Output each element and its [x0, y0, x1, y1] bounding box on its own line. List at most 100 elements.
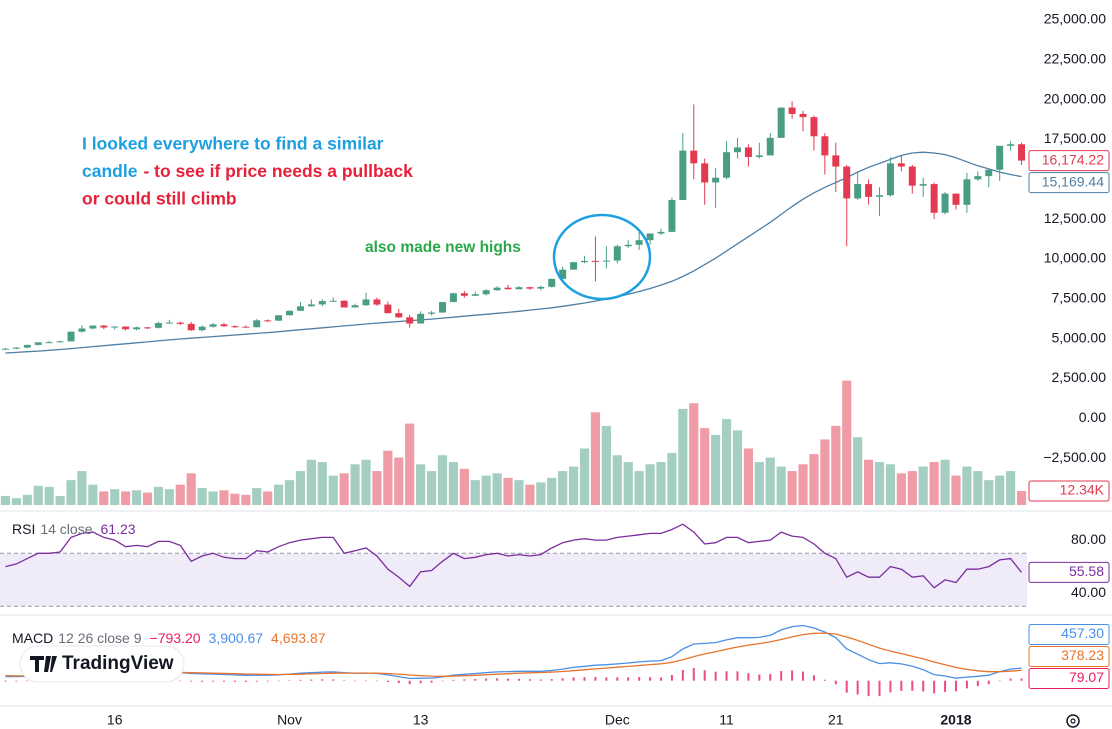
macd-histogram-bar: [15, 680, 18, 682]
volume-layer: [0, 380, 1027, 505]
volume-bar: [263, 491, 273, 505]
settings-icon-center[interactable]: [1070, 718, 1076, 724]
volume-bar: [853, 437, 863, 505]
volume-bar: [579, 448, 590, 505]
candle-body: [930, 184, 938, 213]
candle-body: [613, 246, 621, 261]
y-tick-label: 0.00: [1079, 409, 1106, 425]
macd-label: 457.30: [1061, 625, 1104, 641]
candle-body: [559, 269, 567, 279]
candle-body: [471, 294, 479, 296]
volume-label-box: [1028, 480, 1110, 502]
volume-bar: [186, 473, 196, 505]
y-tick-label: 20,000.00: [1044, 90, 1106, 106]
macd-histogram-bar: [900, 680, 903, 691]
macd-histogram-bar: [714, 671, 717, 681]
volume-bar: [569, 466, 579, 505]
candle-body: [679, 150, 687, 201]
macd-histogram-bar: [845, 680, 848, 693]
candle-body: [952, 193, 960, 205]
volume-bar: [732, 430, 743, 505]
candle-body: [231, 326, 239, 328]
volume-bar: [798, 464, 808, 505]
candle-body: [865, 184, 873, 197]
macd-histogram-bar: [299, 679, 302, 681]
candle-body: [876, 195, 884, 197]
volume-bar: [33, 485, 43, 505]
candle-body: [329, 300, 337, 302]
candle-body: [78, 328, 86, 332]
macd-histogram-bar: [397, 680, 400, 684]
candle-body: [788, 107, 796, 114]
macd-histogram-bar: [550, 679, 553, 681]
y-tick-label: 25,000.00: [1044, 11, 1106, 27]
macd-histogram-bar: [780, 671, 783, 681]
volume-bar: [208, 491, 218, 505]
x-tick-label: Dec: [605, 712, 630, 728]
macd-histogram-bar: [485, 678, 488, 681]
candle-body: [985, 169, 993, 177]
volume-bar: [743, 448, 753, 505]
candle-body: [286, 310, 294, 316]
price-label: 16,174.22: [1042, 151, 1104, 167]
candle-body: [1018, 144, 1026, 161]
candle-body: [395, 313, 403, 318]
volume-bar: [558, 471, 568, 505]
volume-bar: [885, 464, 896, 505]
volume-bar: [601, 425, 611, 505]
candle-body: [974, 176, 982, 180]
macd-histogram-bar: [878, 680, 881, 697]
rsi-label-box: [1028, 561, 1110, 583]
candle-body: [318, 301, 326, 305]
candle-body: [755, 155, 763, 157]
rsi-tick-label: 40.00: [1071, 584, 1106, 600]
annotation-part: - to see if price needs a pullback: [143, 161, 413, 181]
volume-bar: [874, 462, 885, 505]
logo-icon: [30, 656, 57, 672]
candle-body: [23, 344, 31, 348]
candle-body: [537, 286, 545, 289]
rsi-title: RSI: [12, 521, 35, 537]
volume-bar: [612, 455, 622, 505]
volume-bar: [667, 452, 677, 505]
candle-body: [165, 322, 173, 324]
macd-histogram-bar: [255, 680, 258, 682]
volume-bar: [1016, 491, 1027, 505]
volume-bar: [295, 471, 306, 505]
candle-body: [460, 293, 468, 296]
logo-badge: [19, 645, 185, 683]
volume-bar: [1006, 471, 1016, 505]
candle-layer: [1, 101, 1026, 350]
candle-body: [733, 147, 741, 153]
volume-bar: [754, 462, 764, 505]
macd-histogram-bar: [408, 680, 411, 685]
volume-bar: [711, 434, 721, 505]
volume-bar: [448, 462, 458, 505]
candle-body: [296, 306, 304, 311]
candle-body: [832, 155, 840, 167]
settings-icon[interactable]: [1066, 714, 1080, 728]
rsi-header-value: 61.23: [101, 521, 136, 537]
volume-bar: [951, 475, 961, 505]
candle-body: [657, 231, 665, 234]
macd-params: 12 26 close 9: [58, 630, 141, 646]
candle-body: [176, 322, 184, 324]
macd-histogram-bar: [834, 680, 837, 685]
volume-bar: [907, 471, 917, 505]
macd-histogram-bar: [998, 680, 1001, 682]
volume-bar: [503, 477, 513, 505]
macd-histogram-bar: [791, 670, 794, 681]
volume-bar: [77, 471, 87, 505]
volume-bar: [547, 477, 557, 505]
volume-bar: [765, 457, 775, 505]
volume-bar: [394, 457, 404, 505]
candle-body: [624, 244, 632, 247]
macd-histogram-bar: [976, 680, 979, 687]
volume-bar: [88, 484, 98, 505]
volume-bar: [317, 462, 327, 505]
moving-average: [5, 151, 1022, 354]
candle-body: [154, 323, 162, 328]
settings-button[interactable]: [1066, 714, 1080, 728]
volume-bar: [492, 473, 502, 505]
macd-histogram-bar: [747, 673, 750, 681]
